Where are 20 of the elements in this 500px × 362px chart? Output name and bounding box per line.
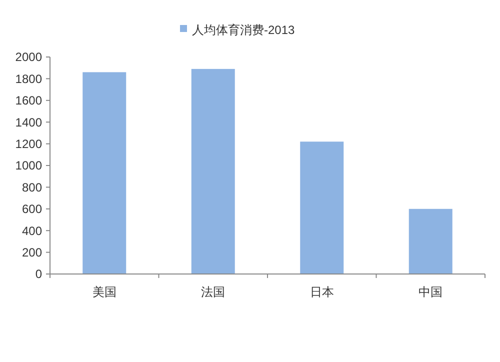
y-tick-label: 200 xyxy=(22,246,42,260)
y-tick-label: 1800 xyxy=(15,72,42,86)
y-tick-label: 1400 xyxy=(15,115,42,130)
y-tick-label: 2000 xyxy=(15,50,42,64)
x-tick-label: 日本 xyxy=(310,285,334,299)
bar xyxy=(408,208,452,274)
y-tick-label: 400 xyxy=(22,224,42,238)
bar xyxy=(191,68,235,274)
y-tick-label: 1000 xyxy=(15,158,42,173)
x-tick-label: 中国 xyxy=(418,285,443,299)
legend-label: 人均体育消费-2013 xyxy=(192,23,296,38)
y-tick-label: 1200 xyxy=(15,137,42,151)
x-tick-label: 美国 xyxy=(92,285,116,299)
y-tick-label: 0 xyxy=(35,267,42,282)
y-tick-label: 1600 xyxy=(15,94,42,108)
bar xyxy=(300,142,344,274)
bar xyxy=(82,72,126,274)
x-tick-label: 法国 xyxy=(201,285,226,299)
y-tick-label: 600 xyxy=(22,202,42,216)
y-tick-label: 800 xyxy=(22,180,42,194)
